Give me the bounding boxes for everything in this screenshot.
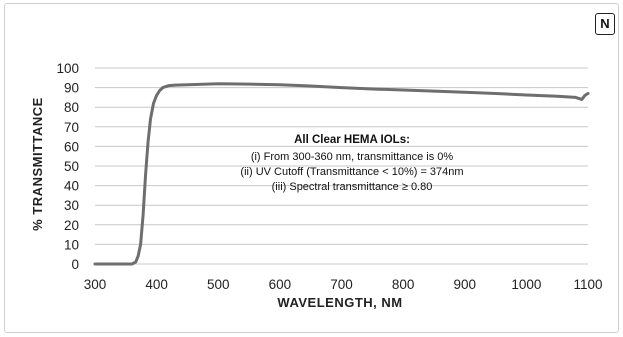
badge-n: N — [595, 13, 615, 35]
x-axis-title: WAVELENGTH, NM — [277, 295, 402, 310]
x-tick-label: 500 — [207, 277, 230, 292]
y-tick-label: 20 — [64, 218, 79, 233]
y-axis-title: % TRANSMITTANCE — [30, 97, 45, 231]
y-tick-label: 70 — [64, 120, 79, 135]
x-tick-label: 1100 — [573, 277, 602, 292]
y-tick-label: 100 — [56, 61, 79, 76]
x-tick-label: 300 — [84, 277, 107, 292]
x-tick-label: 600 — [269, 277, 292, 292]
y-tick-label: 50 — [64, 159, 79, 174]
y-tick-label: 30 — [64, 198, 79, 213]
annotation-title: All Clear HEMA IOLs: — [294, 134, 410, 146]
y-tick-label: 80 — [64, 100, 79, 115]
gridlines — [95, 67, 588, 265]
y-tick-label: 60 — [64, 139, 79, 154]
annotation-line-3: (iii) Spectral transmittance ≥ 0.80 — [272, 181, 433, 193]
annotation-line-1: (i) From 300-360 nm, transmittance is 0% — [251, 151, 454, 163]
transmittance-line-0 — [93, 82, 590, 266]
chart-frame — [4, 3, 619, 333]
x-tick-labels: 300 400 500 600 700 800 900 1000 1100 — [84, 277, 603, 292]
x-tick-label: 900 — [453, 277, 476, 292]
y-tick-label: 10 — [64, 237, 79, 252]
y-tick-labels: 0 10 20 30 40 50 60 70 80 90 100 — [56, 61, 79, 272]
x-tick-label: 800 — [392, 277, 415, 292]
x-tick-label: 700 — [330, 277, 353, 292]
annotation-line-2: (ii) UV Cutoff (Transmittance < 10%) = 3… — [240, 166, 463, 178]
plot-area — [93, 82, 590, 266]
y-tick-label: 90 — [64, 81, 79, 96]
x-tick-label: 1000 — [511, 277, 541, 292]
y-tick-label: 0 — [71, 257, 79, 272]
x-tick-label: 400 — [145, 277, 168, 292]
y-tick-label: 40 — [64, 179, 79, 194]
annotation-box: All Clear HEMA IOLs: (i) From 300-360 nm… — [240, 134, 463, 193]
